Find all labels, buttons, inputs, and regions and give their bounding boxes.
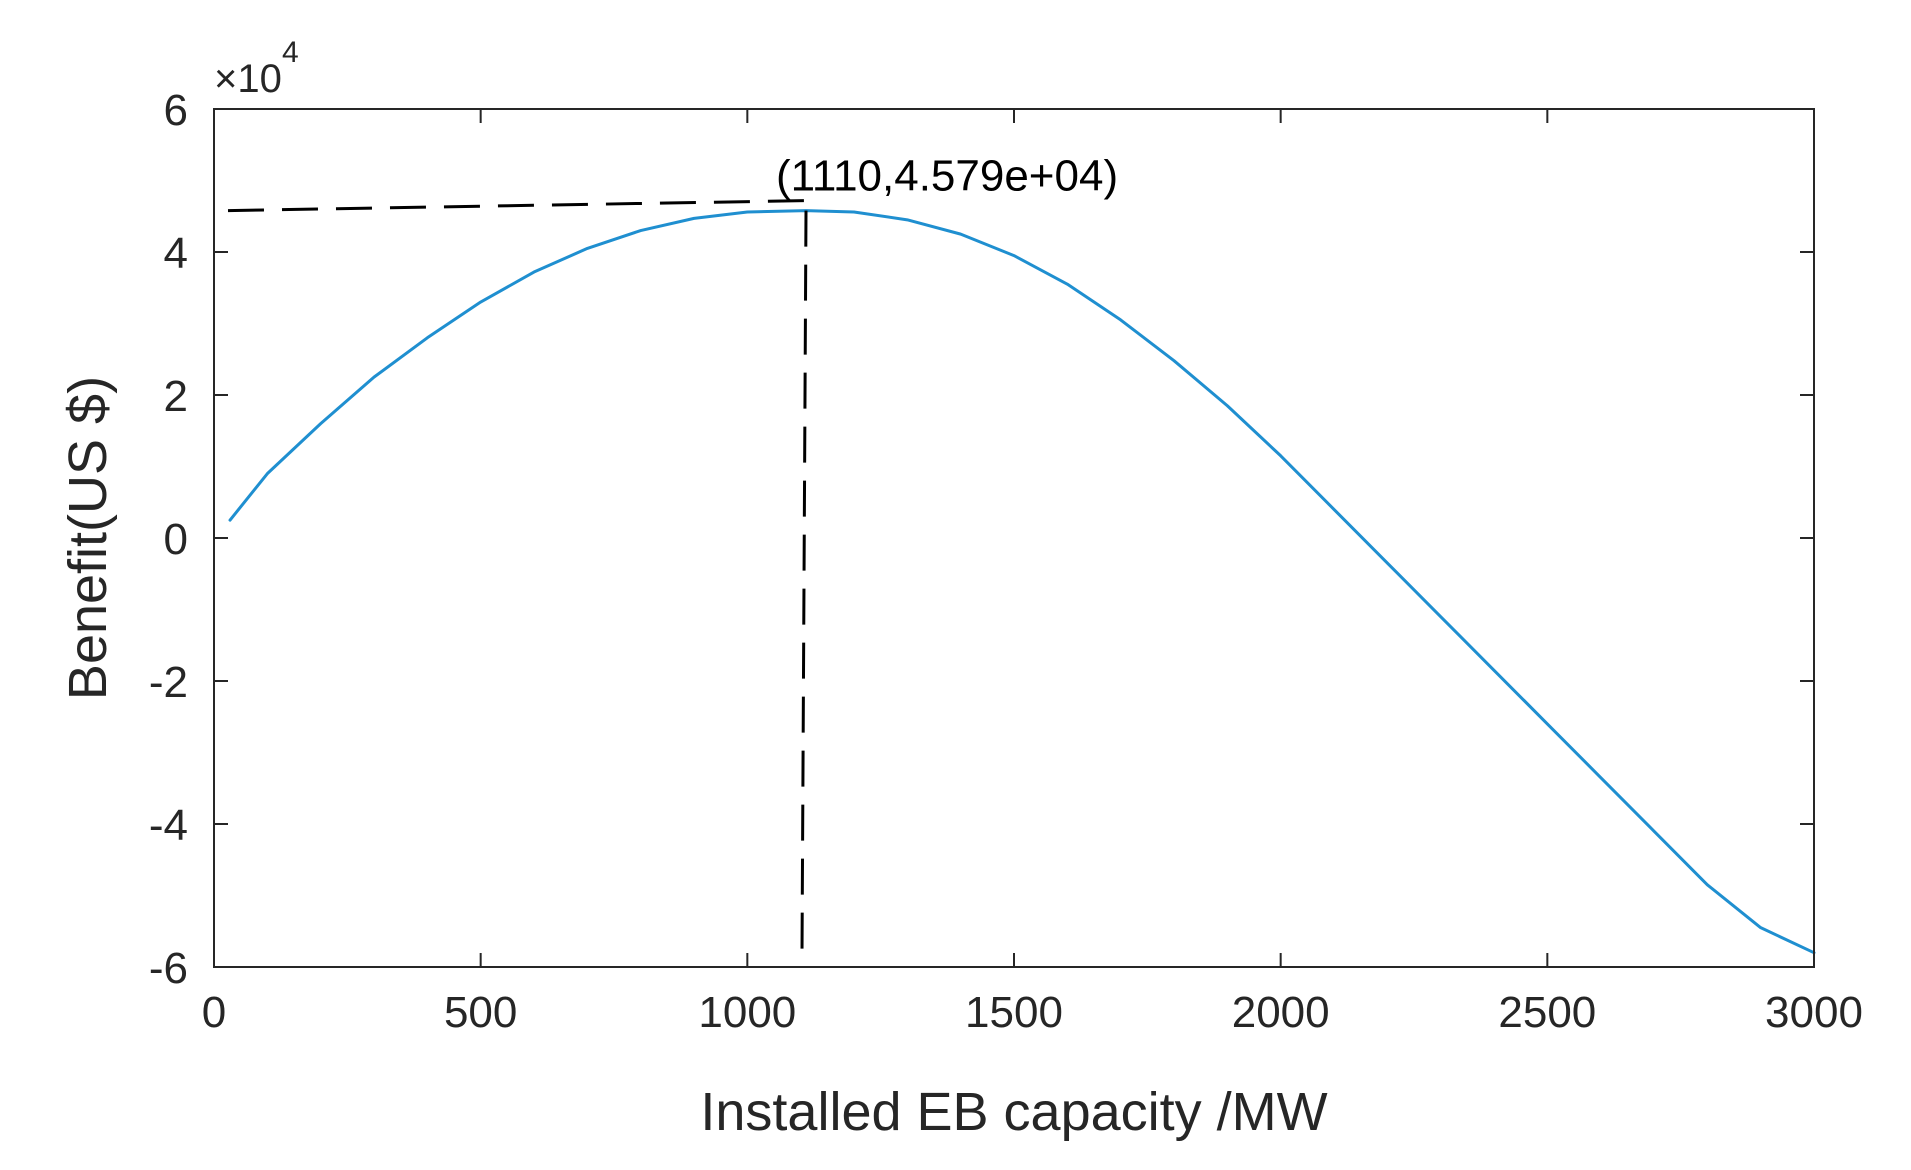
x-tick-label: 500 [444, 988, 517, 1037]
y-tick-label: -6 [149, 944, 188, 993]
x-tick-label: 1500 [965, 988, 1063, 1037]
y-tick-label: 4 [164, 229, 188, 278]
y-axis-label: Benefit(US $) [58, 376, 118, 700]
annotation-horizontal-guide [227, 199, 807, 213]
peak-annotation-label: (1110,4.579e+04) [776, 152, 1118, 201]
y-axis-ticks: -6 -4 -2 0 2 4 6 [149, 86, 1814, 993]
y-tick-label: 2 [164, 372, 188, 421]
series-line-benefit [228, 209, 1816, 955]
y-axis-exponent-base: ×10 [214, 57, 282, 101]
annotation-vertical-guide [800, 210, 808, 954]
y-tick-label: 6 [164, 86, 188, 135]
y-axis-exponent-power: 4 [282, 36, 299, 69]
x-axis-label: Installed EB capacity /MW [700, 1082, 1327, 1142]
x-axis-ticks: 0 500 1000 1500 2000 2500 3000 [202, 109, 1863, 1037]
x-tick-label: 2500 [1498, 988, 1596, 1037]
x-tick-label: 0 [202, 988, 226, 1037]
x-tick-label: 3000 [1765, 988, 1863, 1037]
x-tick-label: 1000 [698, 988, 796, 1037]
y-tick-label: 0 [164, 515, 188, 564]
y-tick-label: -2 [149, 658, 188, 707]
x-tick-label: 2000 [1232, 988, 1330, 1037]
y-tick-label: -4 [149, 801, 188, 850]
plot-content: (1110,4.579e+04) [227, 152, 1816, 955]
